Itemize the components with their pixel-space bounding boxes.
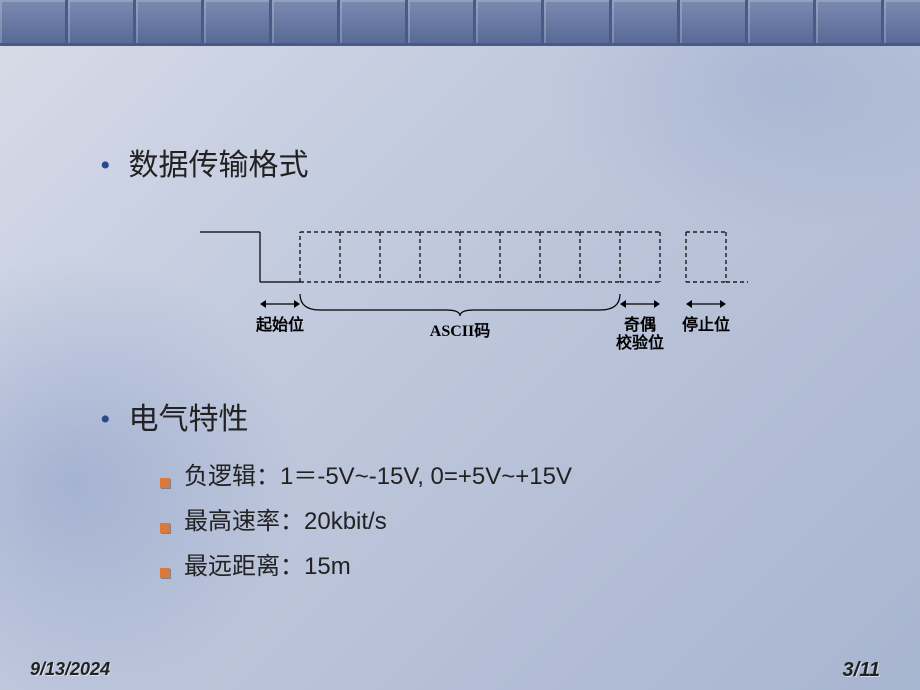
heading-2-text: 电气特性 <box>129 394 249 438</box>
square-bullet-icon <box>160 568 170 578</box>
sub-item-text: 最远距离：15m <box>184 546 351 581</box>
heading-1-text: 数据传输格式 <box>129 140 309 184</box>
slide-footer: 9/13/2024 3/11 <box>0 659 920 682</box>
footer-date: 9/13/2024 <box>30 659 110 682</box>
bullet-dot-icon: • <box>100 151 111 181</box>
square-bullet-icon <box>160 478 170 488</box>
svg-text:奇偶: 奇偶 <box>624 315 656 334</box>
svg-text:起始位: 起始位 <box>255 315 304 334</box>
svg-text:校验位: 校验位 <box>616 333 664 352</box>
heading-2: • 电气特性 <box>100 394 860 438</box>
slide-content: • 数据传输格式 起始位 ASCII码 奇偶校验位停止位 • 电气特性 负逻辑：1＝… <box>0 60 920 650</box>
list-item: 最远距离：15m <box>160 546 860 581</box>
svg-text:ASCII码: ASCII码 <box>430 322 490 340</box>
square-bullet-icon <box>160 523 170 533</box>
footer-page-number: 3/11 <box>843 659 880 682</box>
timing-diagram: 起始位 ASCII码 奇偶校验位停止位 <box>200 214 760 354</box>
timing-diagram-svg: 起始位 ASCII码 奇偶校验位停止位 <box>200 214 760 354</box>
sub-item-text: 最高速率：20kbit/s <box>184 501 387 536</box>
sub-list: 负逻辑：1＝-5V~-15V, 0=+5V~+15V 最高速率：20kbit/s… <box>160 456 860 581</box>
svg-text:停止位: 停止位 <box>682 315 730 334</box>
list-item: 最高速率：20kbit/s <box>160 501 860 536</box>
list-item: 负逻辑：1＝-5V~-15V, 0=+5V~+15V <box>160 456 860 491</box>
bullet-dot-icon: • <box>100 405 111 435</box>
heading-1: • 数据传输格式 <box>100 140 860 184</box>
sub-item-text: 负逻辑：1＝-5V~-15V, 0=+5V~+15V <box>184 456 572 491</box>
top-brick-border <box>0 0 920 46</box>
